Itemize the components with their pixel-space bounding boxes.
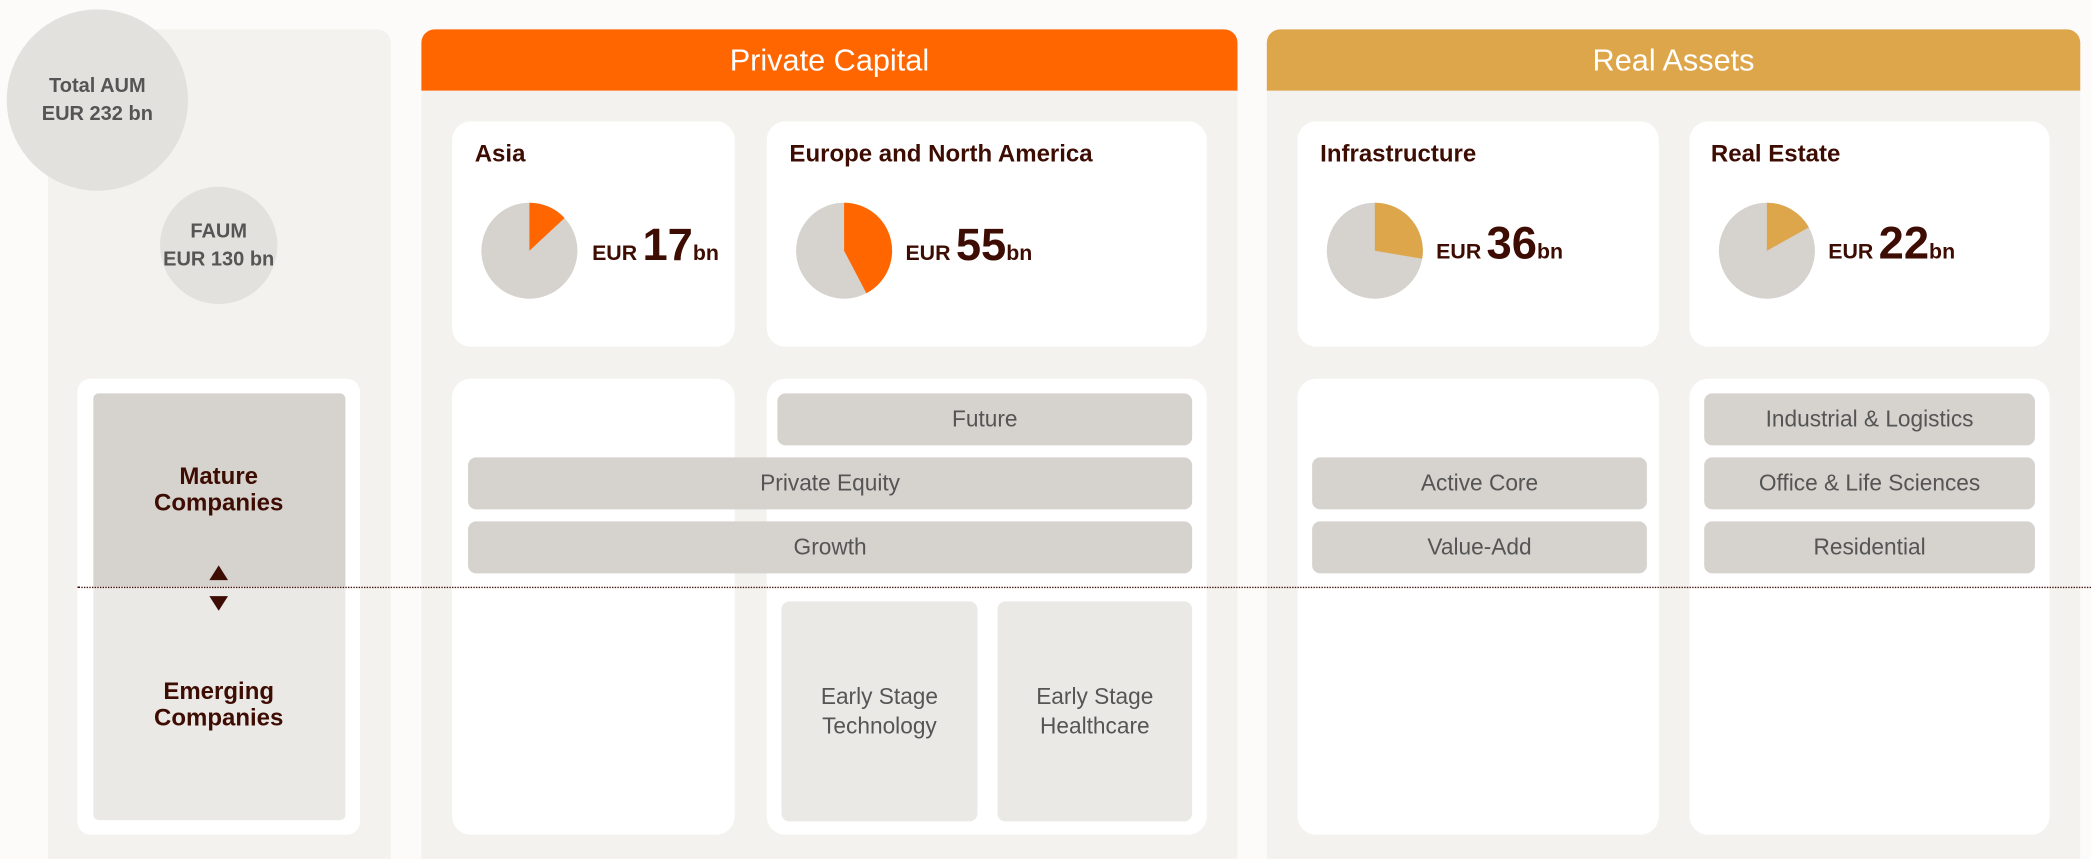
currency: EUR — [1436, 241, 1482, 265]
currency: EUR — [1828, 241, 1874, 265]
arrow-down — [209, 596, 229, 611]
region-title: Infrastructure — [1320, 140, 1477, 167]
strategy-pill: Residential — [1704, 521, 2035, 574]
emerging-block — [93, 586, 346, 821]
unit: bn — [1537, 241, 1564, 265]
region-card: Real Estate EUR 22 bn — [1689, 121, 2050, 347]
pie-slice — [529, 202, 565, 251]
segment-header: Real Assets — [1266, 29, 2081, 91]
pie-slice — [844, 202, 893, 294]
pie — [481, 202, 578, 299]
currency: EUR — [41, 102, 84, 126]
strategy-pill: Office & Life Sciences — [1704, 457, 2035, 510]
value: 130 — [210, 248, 245, 271]
strategy-card — [1689, 378, 2050, 835]
unit: bn — [1006, 242, 1033, 266]
pie-slice — [1766, 202, 1809, 251]
unit: bn — [692, 242, 719, 266]
emerging-label: Emerging Companies — [153, 677, 284, 731]
pie-slice — [1374, 202, 1423, 259]
arrow-up — [209, 565, 229, 581]
value: 232 — [89, 102, 123, 126]
total-aum-label: Total AUM — [49, 74, 146, 98]
region-title: Real Estate — [1710, 140, 1841, 167]
pie — [1718, 202, 1815, 299]
strategy-tile: Early Stage Healthcare — [997, 601, 1193, 822]
currency: EUR — [163, 248, 206, 271]
value: 22 — [1878, 218, 1930, 270]
faum-amount: EUR 130 bn — [163, 245, 274, 273]
region-amount: EUR 22 bn — [1828, 219, 1955, 271]
strategy-pill: Active Core — [1312, 457, 1647, 510]
region-card: Infrastructure EUR 36 bn — [1297, 121, 1659, 347]
mature-block — [93, 393, 346, 587]
value: 36 — [1486, 218, 1538, 270]
total-aum-amount: EUR 232 bn — [42, 100, 153, 128]
currency: EUR — [592, 242, 638, 266]
strategy-card — [1297, 378, 1659, 835]
strategy-pill: Future — [777, 393, 1193, 446]
value: 17 — [642, 220, 693, 271]
faum-label: FAUM — [190, 220, 248, 243]
unit: bn — [1929, 241, 1956, 265]
strategy-pill: Growth — [468, 521, 1193, 574]
unit: bn — [249, 248, 275, 271]
pie — [796, 202, 893, 299]
currency: EUR — [905, 242, 951, 266]
total-aum-circle: Total AUM EUR 232 bn — [6, 9, 189, 191]
strategy-card — [452, 378, 735, 835]
mature-label: Mature Companies — [153, 462, 284, 517]
region-amount: EUR 17 bn — [592, 220, 719, 272]
unit: bn — [128, 102, 153, 126]
region-title: Asia — [474, 140, 526, 167]
strategy-pill: Private Equity — [468, 457, 1193, 510]
arrows — [209, 565, 229, 611]
strategy-tile: Early Stage Technology — [781, 601, 978, 822]
region-amount: EUR 36 bn — [1436, 219, 1563, 271]
strategy-pill: Value-Add — [1312, 521, 1647, 574]
pie — [1326, 202, 1423, 299]
region-amount: EUR 55 bn — [905, 220, 1032, 272]
stage-divider — [77, 586, 2091, 589]
region-card: Asia EUR 17 bn — [452, 121, 735, 347]
value: 55 — [955, 220, 1007, 271]
strategy-pill: Industrial & Logistics — [1704, 393, 2035, 446]
region-card: Europe and North America EUR 55 bn — [766, 121, 1207, 347]
segment-header: Private Capital — [421, 29, 1238, 91]
region-title: Europe and North America — [789, 140, 1093, 167]
faum-circle: FAUM EUR 130 bn — [160, 186, 278, 305]
